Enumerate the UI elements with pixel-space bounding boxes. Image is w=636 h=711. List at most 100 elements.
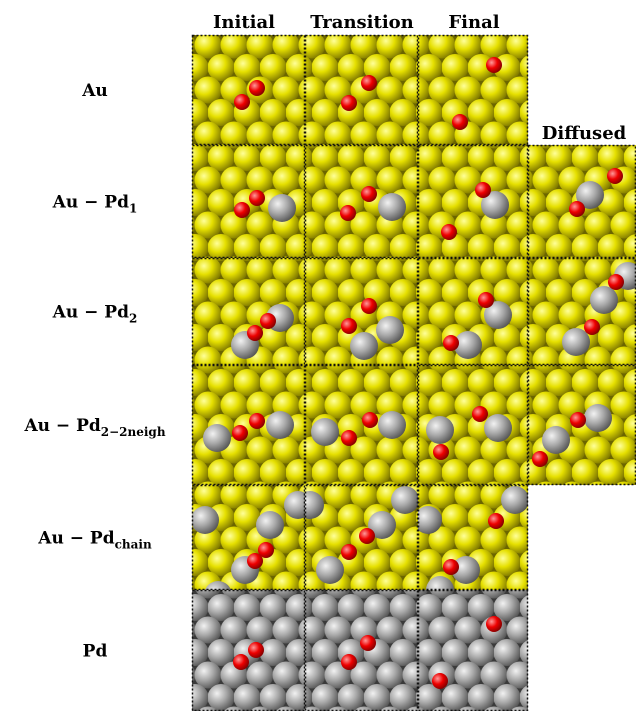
- label-subscript: chain: [115, 538, 152, 552]
- o-atom: [249, 190, 265, 206]
- label-text: Au − Pd: [52, 303, 129, 323]
- label-text: Au − Pd: [52, 193, 129, 213]
- pd-atom: [562, 328, 590, 356]
- o-atom: [249, 413, 265, 429]
- o-atom: [247, 325, 263, 341]
- label-text: Au: [81, 81, 108, 101]
- o-atom: [452, 114, 468, 130]
- o-atom: [570, 412, 586, 428]
- pd-atom: [256, 511, 284, 539]
- surface: [305, 590, 418, 711]
- pd-atom: [311, 418, 339, 446]
- o-atom: [361, 298, 377, 314]
- o-atom: [441, 224, 457, 240]
- surface: [296, 485, 419, 590]
- row-label: Pd: [83, 642, 108, 662]
- surface: [192, 258, 305, 365]
- o-atom: [475, 182, 491, 198]
- panel: [528, 145, 636, 258]
- surface: [305, 365, 418, 485]
- o-atom: [260, 313, 276, 329]
- o-atom: [234, 94, 250, 110]
- panel: [418, 258, 528, 365]
- pd-atom: [376, 316, 404, 344]
- pd-atom: [203, 424, 231, 452]
- pd-atom: [584, 404, 612, 432]
- o-atom: [362, 412, 378, 428]
- surface: [418, 258, 528, 365]
- column-header: Diffused: [542, 123, 627, 144]
- o-atom: [341, 544, 357, 560]
- o-atom: [233, 654, 249, 670]
- label-text: Au − Pd: [37, 529, 114, 549]
- slab: [305, 35, 418, 145]
- panel: [192, 365, 305, 485]
- surface: [305, 145, 418, 258]
- surface: [528, 258, 636, 365]
- o-atom: [443, 335, 459, 351]
- pd-atom: [266, 411, 294, 439]
- pd-atom: [501, 486, 529, 514]
- o-atom: [258, 542, 274, 558]
- pd-atom: [484, 414, 512, 442]
- o-atom: [486, 616, 502, 632]
- slab: [418, 35, 528, 145]
- surface: [192, 35, 305, 145]
- label-subscript: 2−2neigh: [101, 425, 166, 439]
- label-text: Pd: [83, 642, 108, 662]
- pd-atom: [316, 556, 344, 584]
- o-atom: [361, 186, 377, 202]
- pd-atom: [191, 506, 219, 534]
- panel: [192, 590, 305, 711]
- surface: [305, 35, 418, 145]
- o-atom: [486, 57, 502, 73]
- pd-atom: [590, 286, 618, 314]
- o-atom: [532, 451, 548, 467]
- pd-atom: [268, 194, 296, 222]
- o-atom: [341, 95, 357, 111]
- surface: [418, 365, 528, 485]
- panel: [418, 145, 528, 258]
- surface: [528, 145, 636, 258]
- slab: [418, 145, 528, 258]
- o-atom: [361, 75, 377, 91]
- o-atom: [248, 642, 264, 658]
- panel: [528, 365, 636, 485]
- panel: [305, 590, 418, 711]
- surface: [192, 145, 305, 258]
- o-atom: [341, 654, 357, 670]
- surface: [192, 590, 305, 711]
- panel: [192, 258, 305, 365]
- row-labels: AuAu − Pd1Au − Pd2Au − Pd2−2neighAu − Pd…: [23, 81, 165, 662]
- o-atom: [607, 168, 623, 184]
- o-atom: [569, 201, 585, 217]
- o-atom: [488, 513, 504, 529]
- o-atom: [232, 425, 248, 441]
- row-label: Au − Pdchain: [37, 529, 152, 552]
- row-label: Au − Pd2: [52, 303, 138, 326]
- row-label: Au: [81, 81, 108, 101]
- figure: Initial Transition Final Diffused AuAu −…: [0, 0, 636, 711]
- surface: [528, 365, 636, 485]
- surface: [418, 145, 528, 258]
- slab: [305, 590, 418, 711]
- surface: [414, 485, 529, 604]
- o-atom: [472, 406, 488, 422]
- o-atom: [249, 80, 265, 96]
- label-text: Au − Pd: [23, 416, 100, 436]
- panel: [528, 258, 636, 365]
- surface: [418, 590, 528, 711]
- panel: [305, 35, 418, 145]
- panel: [414, 485, 529, 604]
- row-label: Au − Pd1: [52, 193, 138, 216]
- pd-atom: [426, 416, 454, 444]
- column-header: Transition: [310, 12, 414, 33]
- surface: [192, 365, 305, 485]
- o-atom: [340, 205, 356, 221]
- o-atom: [432, 673, 448, 689]
- pd-atom: [391, 486, 419, 514]
- o-atom: [341, 430, 357, 446]
- label-subscript: 1: [129, 202, 137, 216]
- panel: [305, 145, 418, 258]
- panel: [192, 35, 305, 145]
